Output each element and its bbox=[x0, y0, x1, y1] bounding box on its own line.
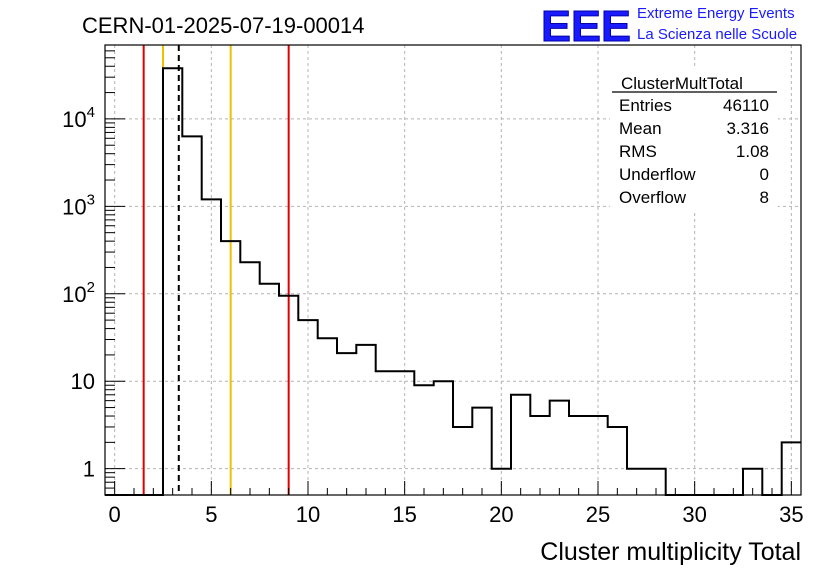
histogram-bin bbox=[182, 136, 201, 495]
histogram-bin bbox=[511, 395, 530, 495]
stats-box: ClusterMultTotal Entries 46110 Mean 3.31… bbox=[610, 68, 778, 210]
stats-label-overflow: Overflow bbox=[619, 188, 687, 207]
x-tick-label: 20 bbox=[489, 502, 513, 527]
stats-name: ClusterMultTotal bbox=[621, 74, 743, 93]
histogram-bin bbox=[608, 427, 627, 495]
stats-label-entries: Entries bbox=[619, 96, 672, 115]
logo-mark: EEE bbox=[541, 2, 631, 51]
x-axis-title: Cluster multiplicity Total bbox=[540, 538, 801, 566]
histogram-bin bbox=[221, 241, 240, 495]
x-tick-label: 10 bbox=[296, 502, 320, 527]
histogram-bin bbox=[356, 345, 375, 495]
histogram-bin bbox=[318, 338, 337, 495]
histogram-bin bbox=[202, 199, 221, 495]
histogram-bin bbox=[569, 416, 588, 495]
histogram-bin bbox=[434, 381, 453, 495]
stats-value-mean: 3.316 bbox=[726, 119, 769, 138]
y-tick-label: 1 bbox=[83, 457, 95, 482]
histogram-bin bbox=[376, 371, 395, 495]
axis-ticks bbox=[105, 44, 792, 496]
histogram-bin bbox=[298, 320, 317, 495]
x-tick-labels: 0 5 10 15 20 25 30 35 bbox=[109, 502, 804, 527]
histogram-series bbox=[105, 67, 801, 496]
histogram-bin bbox=[414, 385, 433, 495]
plot-frame bbox=[104, 44, 802, 496]
y-tick-label: 10 bbox=[71, 369, 95, 394]
histogram-bin bbox=[163, 68, 182, 495]
run-title: CERN-01-2025-07-19-00014 bbox=[82, 13, 365, 38]
x-tick-label: 15 bbox=[392, 502, 416, 527]
stats-value-overflow: 8 bbox=[760, 188, 769, 207]
histogram-bin bbox=[395, 371, 414, 495]
stats-value-underflow: 0 bbox=[760, 165, 769, 184]
histogram-outline bbox=[105, 67, 801, 496]
histogram-bin bbox=[550, 401, 569, 495]
histogram-bin bbox=[472, 408, 491, 495]
x-tick-label: 0 bbox=[109, 502, 121, 527]
stats-label-rms: RMS bbox=[619, 142, 657, 161]
histogram-bin bbox=[337, 353, 356, 495]
x-tick-label: 30 bbox=[682, 502, 706, 527]
y-tick-labels: 1 10 102 103 104 bbox=[62, 104, 95, 482]
x-tick-label: 35 bbox=[779, 502, 803, 527]
stats-value-rms: 1.08 bbox=[736, 142, 769, 161]
y-tick-label: 102 bbox=[62, 279, 95, 307]
stats-label-underflow: Underflow bbox=[619, 165, 696, 184]
histogram-bin bbox=[279, 296, 298, 495]
histogram-bin bbox=[453, 427, 472, 495]
y-tick-label: 104 bbox=[62, 104, 95, 132]
logo-line1: Extreme Energy Events bbox=[637, 5, 795, 22]
histogram-bin bbox=[240, 262, 259, 495]
x-tick-label: 5 bbox=[205, 502, 217, 527]
stats-value-entries: 46110 bbox=[723, 96, 769, 115]
y-tick-label: 103 bbox=[62, 191, 95, 219]
eee-logo: EEE Extreme Energy Events La Scienza nel… bbox=[541, 2, 798, 52]
stats-label-mean: Mean bbox=[619, 119, 662, 138]
x-tick-label: 25 bbox=[586, 502, 610, 527]
histogram-bin bbox=[530, 416, 549, 495]
logo-line2: La Scienza nelle Scuole bbox=[637, 26, 797, 43]
histogram-bin bbox=[260, 284, 279, 495]
